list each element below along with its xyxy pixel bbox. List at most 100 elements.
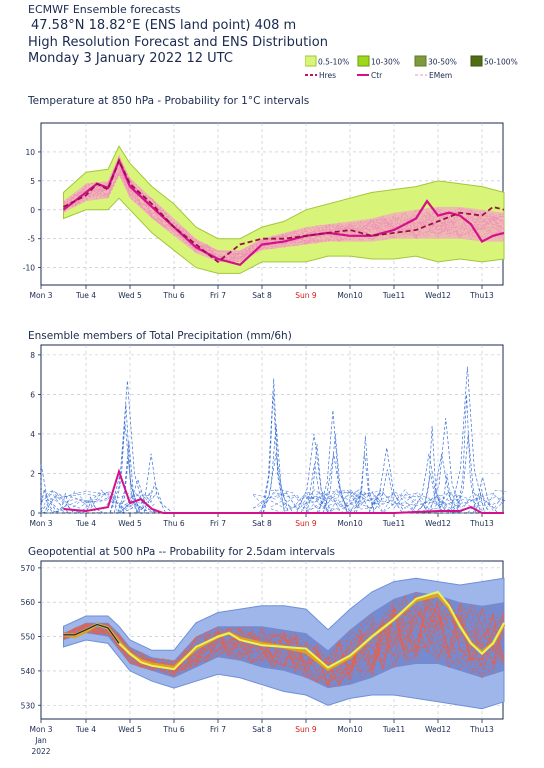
precip-member-34 (428, 418, 463, 514)
precip-noise-9 (45, 495, 157, 513)
precip-noise-3 (270, 489, 382, 513)
x-tick-label-0-8: Tue11 (382, 291, 406, 300)
x-tick-label-1-9: Wed12 (425, 519, 451, 528)
precip-noise-4 (305, 489, 417, 511)
ensemble-member-temp-8 (63, 171, 505, 262)
geo-member-17 (63, 604, 505, 686)
y-tick-label-0-3: 5 (30, 177, 35, 186)
legend-swatch-3 (470, 55, 483, 67)
x-tick-label-0-1: Tue 4 (75, 291, 96, 300)
legend-label-1: 10-30% (371, 58, 400, 67)
x-tick-label-2-6: Sun 9 (295, 725, 317, 734)
chart-title-2: Geopotential at 500 hPa -- Probability f… (28, 546, 335, 558)
geo-member-8 (63, 594, 505, 673)
legend-swatch-0 (305, 55, 317, 67)
precip-member-16 (137, 482, 174, 514)
legend-label-0: 0.5-10% (318, 58, 349, 67)
geo-member-21 (63, 603, 505, 678)
x-tick-label-2-7: Mon10 (337, 725, 363, 734)
geo-member-7 (63, 607, 505, 672)
forecast-date-line: Monday 3 January 2022 12 UTC (28, 51, 233, 66)
precip-member-4 (56, 493, 75, 514)
x-tick-label-1-1: Tue 4 (75, 519, 96, 528)
precip-noise-23 (437, 497, 505, 514)
precip-noise-11 (270, 489, 382, 510)
y-tick-label-2-3: 560 (21, 598, 36, 607)
x-tick-label-2-1: Tue 4 (75, 725, 96, 734)
legend-line-label-hres: Hres (319, 71, 336, 80)
precip-member-21 (296, 433, 332, 514)
x-tick-label-0-6: Sun 9 (295, 291, 317, 300)
y-tick-label-0-4: 10 (25, 148, 35, 157)
geo-member-19 (63, 593, 505, 685)
x-tick-label-2-3: Thu 6 (162, 725, 184, 734)
legend-swatch-2 (414, 55, 427, 67)
legend-line-label-ctr: Ctr (371, 71, 383, 80)
precip-member-36 (437, 473, 457, 514)
y-tick-label-2-1: 540 (21, 667, 36, 676)
x-tick-label-0-7: Mon10 (337, 291, 363, 300)
precip-noise-12 (305, 492, 417, 513)
precip-member-30 (372, 469, 403, 514)
y-tick-label-2-0: 530 (21, 701, 36, 710)
ensemble-member-temp-16 (63, 159, 505, 258)
y-tick-label-2-4: 570 (21, 564, 36, 573)
precip-noise-7 (437, 492, 505, 506)
precip-member-5 (50, 504, 83, 514)
y-tick-label-2-2: 550 (21, 633, 36, 642)
x-tick-label-1-7: Mon10 (337, 519, 363, 528)
precip-member-3 (41, 506, 59, 514)
x-tick-label-0-4: Fri 7 (210, 291, 226, 300)
precip-noise-5 (349, 491, 461, 513)
precip-noise-26 (253, 491, 364, 511)
hres-line-temp (63, 158, 505, 264)
chart-title-0: Temperature at 850 hPa - Probability for… (27, 95, 309, 107)
precip-member-14 (121, 496, 158, 514)
precip-noise-2 (253, 491, 364, 514)
x-tick-label-1-10: Thu13 (469, 519, 494, 528)
y-tick-label-1-4: 8 (30, 351, 35, 360)
x-tick-label-0-0: Mon 3 (30, 291, 53, 300)
x-tick-label-2-0: Mon 3 (30, 725, 53, 734)
precip-member-25 (322, 433, 348, 514)
legend: 0.5-10% 10-30% 30-50% 50-100% Hres Ctr EMem (305, 55, 518, 80)
y-tick-label-0-0: -10 (23, 264, 35, 273)
precip-noise-28 (305, 490, 417, 514)
geo-member-3 (63, 604, 505, 681)
x-tick-label-2-8: Tue11 (382, 725, 406, 734)
plot-frame-1 (40, 344, 504, 514)
y-tick-label-0-1: -5 (28, 235, 36, 244)
precip-noise-29 (349, 495, 461, 514)
y-tick-label-1-3: 6 (30, 390, 35, 399)
ensemble-member-temp-2 (63, 173, 505, 252)
y-tick-label-1-0: 0 (30, 509, 35, 518)
legend-line-label-emem: EMem (429, 71, 452, 80)
precip-member-11 (117, 441, 141, 514)
x-tick-label-2-9: Wed12 (425, 725, 451, 734)
x-tick-label-2-2: Wed 5 (118, 725, 142, 734)
x-tick-label-2-4: Fri 7 (210, 725, 226, 734)
precip-noise-10 (253, 491, 364, 513)
x-sub-label-0: Jan (34, 736, 47, 745)
x-tick-label-1-8: Tue11 (382, 519, 406, 528)
ensemble-member-temp-14 (63, 174, 505, 260)
x-tick-label-1-3: Thu 6 (162, 519, 184, 528)
precip-member-0 (40, 463, 58, 514)
x-tick-label-2-5: Sat 8 (252, 725, 272, 734)
ensemble-member-temp-19 (63, 168, 505, 259)
precip-member-29 (368, 447, 406, 514)
ctr-line-precip (63, 468, 504, 514)
geo-member-14 (63, 610, 505, 689)
precip-member-9 (113, 404, 138, 514)
x-tick-label-0-9: Wed12 (425, 291, 451, 300)
geo-member-10 (63, 605, 505, 679)
y-tick-label-1-2: 4 (30, 430, 35, 439)
precip-noise-18 (252, 489, 364, 509)
precip-noise-25 (45, 491, 157, 512)
precip-member-41 (472, 489, 491, 514)
precip-noise-0 (40, 490, 153, 506)
precip-member-22 (305, 443, 329, 514)
x-tick-label-1-6: Sun 9 (295, 519, 317, 528)
precip-member-2 (40, 500, 70, 514)
x-tick-label-2-10: Thu13 (469, 725, 494, 734)
